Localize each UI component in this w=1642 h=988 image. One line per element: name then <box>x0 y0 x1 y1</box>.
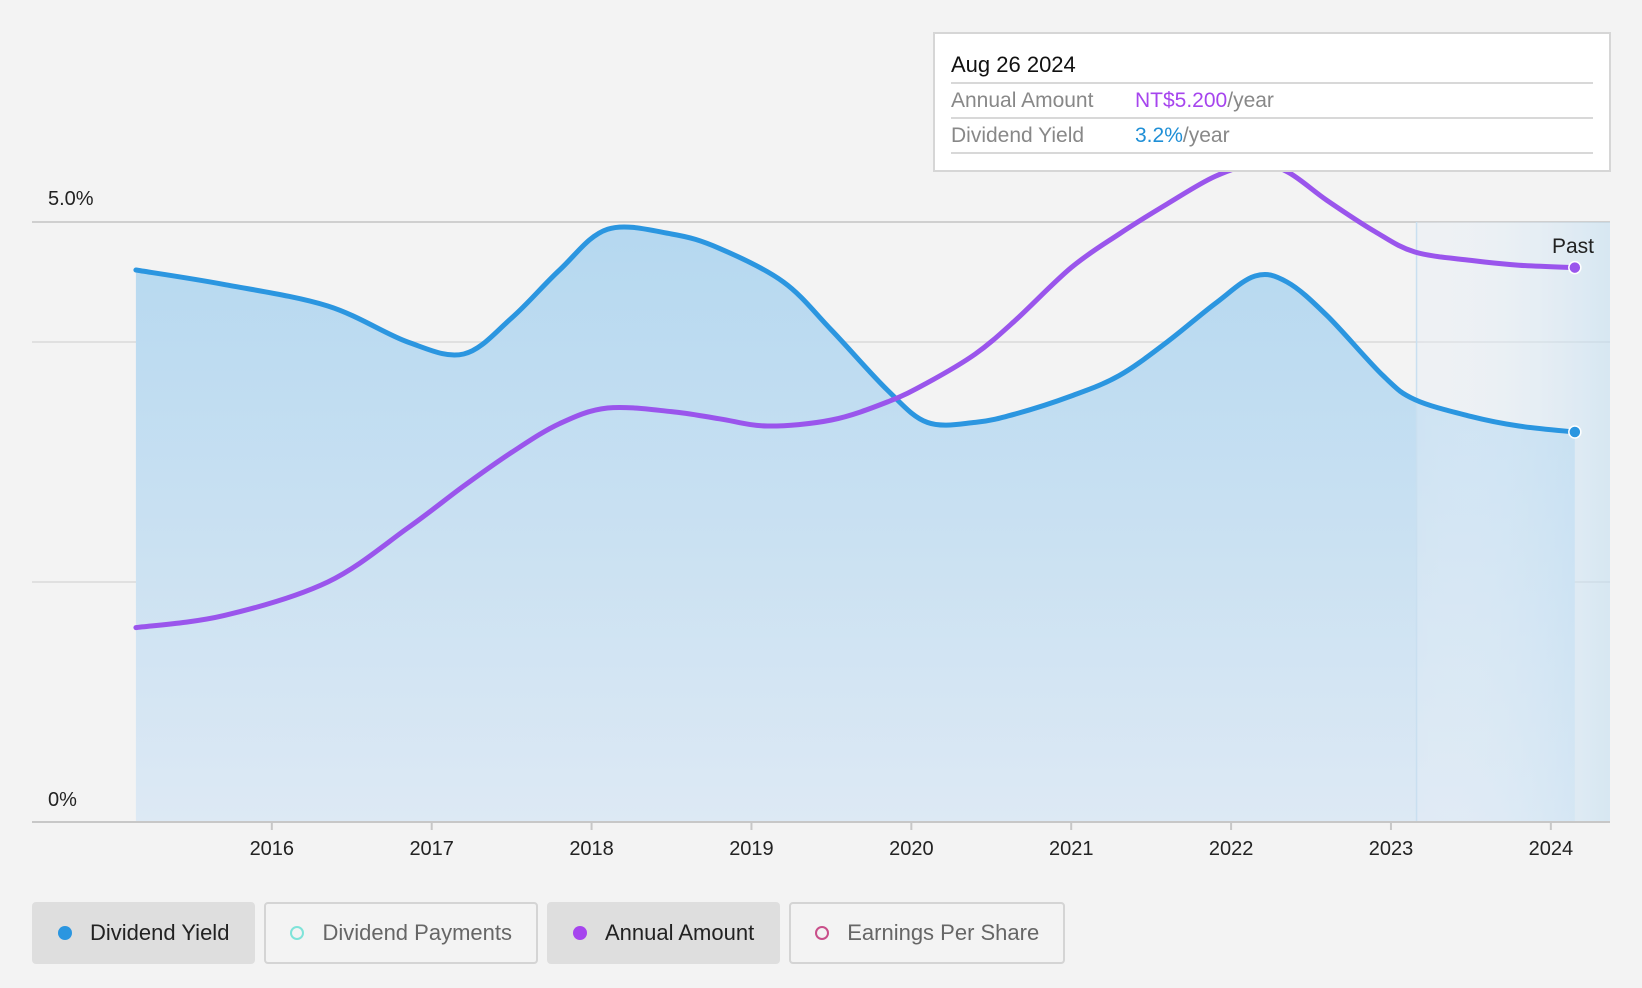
y-axis-max-label: 5.0% <box>48 188 94 210</box>
x-axis: 2016 2017 2018 2019 2020 2021 2022 2023 2024 <box>32 821 1610 860</box>
x-tick-label: 2016 <box>250 838 295 860</box>
annual-amount-end-marker <box>1568 260 1582 275</box>
legend-earnings-per-share-button[interactable]: Earnings Per Share <box>789 902 1066 964</box>
legend-dividend-payments-button[interactable]: Dividend Payments <box>264 902 538 964</box>
tooltip-dividend-yield-row: Dividend Yield 3.2% /year <box>951 119 1593 154</box>
x-tick-label: 2019 <box>729 838 774 860</box>
legend-annual-amount-button[interactable]: Annual Amount <box>546 902 781 964</box>
tooltip-annual-amount-label: Annual Amount <box>951 89 1094 112</box>
annual-amount-dot-icon <box>572 926 587 940</box>
past-label: Past <box>1552 235 1594 258</box>
x-tick-label: 2022 <box>1209 838 1254 860</box>
past-region <box>1415 222 1610 822</box>
legend-dividend-payments-label: Dividend Payments <box>322 920 512 945</box>
series-area <box>135 226 1575 822</box>
x-tick-label: 2020 <box>889 838 934 860</box>
x-tick-label: 2024 <box>1529 838 1574 860</box>
tooltip-date: Aug 26 2024 <box>951 48 1593 84</box>
legend: Dividend Yield Dividend Payments Annual … <box>32 902 1066 964</box>
tooltip-dividend-yield-value: 3.2% <box>1135 124 1183 147</box>
legend-earnings-per-share-label: Earnings Per Share <box>847 920 1040 945</box>
tooltip-annual-amount-row: Annual Amount NT$5.200 /year <box>951 84 1593 119</box>
series-lines <box>133 161 1582 631</box>
legend-annual-amount-label: Annual Amount <box>604 920 755 945</box>
legend-dividend-yield-label: Dividend Yield <box>90 920 230 945</box>
dividend-payments-dot-icon <box>290 926 305 940</box>
x-tick-label: 2018 <box>569 838 614 860</box>
dividend-yield-line <box>133 224 1578 435</box>
annual-amount-line <box>133 161 1578 631</box>
past-region-shade <box>1416 222 1610 822</box>
earnings-per-share-dot-icon <box>815 926 830 940</box>
x-tick-label: 2017 <box>409 838 454 860</box>
tooltip-panel: Aug 26 2024 Annual Amount NT$5.200 /year… <box>933 32 1611 172</box>
tooltip-annual-amount-unit: /year <box>1227 89 1274 112</box>
tooltip-dividend-yield-unit: /year <box>1182 124 1230 147</box>
x-tick-label: 2021 <box>1049 838 1094 860</box>
dividend-yield-dot-icon <box>58 926 72 940</box>
dividend-yield-end-marker <box>1568 425 1582 439</box>
tooltip-annual-amount-value: NT$5.200 <box>1135 89 1228 112</box>
past-region-tint <box>1416 222 1610 822</box>
y-axis-min-label: 0% <box>48 789 77 811</box>
legend-dividend-yield-button[interactable]: Dividend Yield <box>32 902 256 964</box>
x-tick-label: 2023 <box>1369 838 1414 860</box>
yield-area <box>135 226 1575 822</box>
tooltip-dividend-yield-label: Dividend Yield <box>951 124 1085 147</box>
